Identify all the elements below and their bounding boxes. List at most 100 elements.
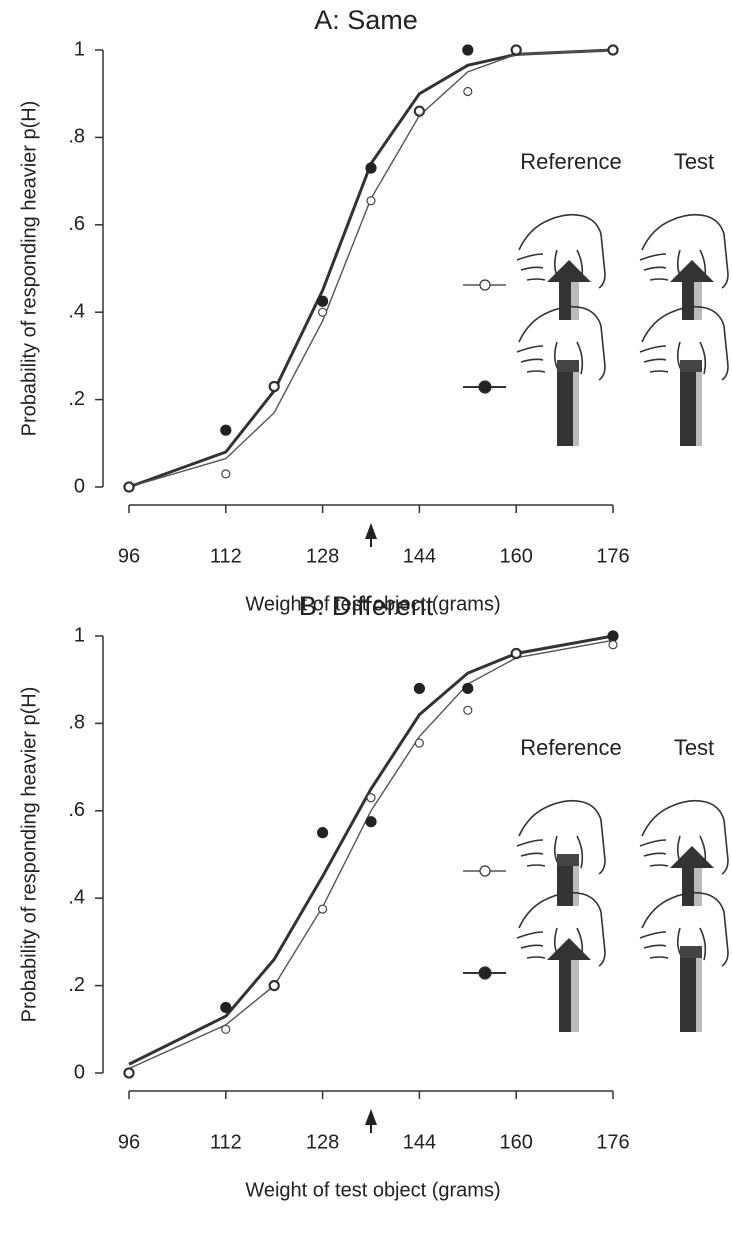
icon-shaft bbox=[682, 278, 694, 320]
icon-shaft bbox=[559, 956, 571, 1032]
data-point bbox=[366, 793, 376, 803]
legend-header: Reference bbox=[520, 149, 622, 174]
hand-sketch bbox=[516, 891, 606, 967]
x-tick-label: 160 bbox=[500, 545, 533, 567]
data-point bbox=[317, 827, 329, 839]
icon-cap bbox=[557, 360, 579, 372]
icon-shaft-shade bbox=[692, 370, 702, 446]
curve bbox=[128, 639, 614, 1070]
data-point bbox=[269, 980, 279, 991]
icon-shaft bbox=[559, 278, 571, 320]
y-tick-label: .6 bbox=[68, 799, 85, 821]
y-tick-label: 1 bbox=[74, 38, 85, 60]
hand-sketch bbox=[639, 799, 729, 875]
data-point bbox=[318, 307, 328, 317]
x-tick-label: 128 bbox=[306, 1131, 339, 1153]
y-tick-label: 0 bbox=[74, 1061, 85, 1083]
y-tick-label: .2 bbox=[68, 388, 85, 410]
legend-symbol bbox=[479, 865, 491, 877]
data-point bbox=[269, 381, 279, 392]
icon-cap bbox=[557, 854, 579, 866]
x-tick-label: 112 bbox=[210, 545, 242, 567]
data-point bbox=[365, 162, 377, 174]
icon-shaft-shade bbox=[692, 278, 702, 320]
icon-shaft bbox=[680, 946, 696, 1032]
data-point bbox=[124, 1068, 134, 1078]
x-tick-label: 112 bbox=[210, 1131, 242, 1153]
icon-shaft bbox=[557, 360, 573, 446]
icon-shaft-shade bbox=[569, 956, 579, 1032]
x-tick-label: 176 bbox=[596, 1131, 629, 1153]
x-tick-label: 128 bbox=[306, 545, 339, 567]
hand-sketch bbox=[639, 213, 729, 289]
x-tick-label: 144 bbox=[403, 545, 436, 567]
curve bbox=[128, 634, 614, 1066]
data-point bbox=[608, 640, 618, 650]
data-point bbox=[220, 424, 232, 436]
legend-header: Test bbox=[674, 735, 714, 760]
chart: A: Same Weight of test object (grams) Prob… bbox=[18, 5, 729, 615]
hand-sketch bbox=[516, 213, 606, 289]
y-tick-label: .2 bbox=[68, 974, 85, 996]
reference-marker-head bbox=[365, 523, 377, 539]
y-tick-label: 0 bbox=[74, 475, 85, 497]
icon-shaft bbox=[680, 360, 696, 446]
data-point bbox=[365, 816, 377, 828]
curve bbox=[128, 48, 614, 489]
hand-sketch bbox=[639, 891, 729, 967]
x-axis-label: Weight of test object (grams) bbox=[245, 593, 500, 615]
icon-shaft-shade bbox=[569, 370, 579, 446]
legend-symbol bbox=[478, 966, 492, 980]
hand-sketch bbox=[639, 305, 729, 381]
data-point bbox=[414, 106, 424, 116]
y-tick-label: 1 bbox=[74, 624, 85, 646]
icon-arrowhead bbox=[670, 846, 714, 868]
y-tick-label: .4 bbox=[68, 300, 85, 322]
y-tick-label: .8 bbox=[68, 712, 85, 734]
hand-sketch bbox=[516, 305, 606, 381]
data-point bbox=[366, 196, 376, 206]
data-point bbox=[413, 682, 425, 695]
chart-title: A: Same bbox=[314, 5, 418, 35]
data-point bbox=[608, 45, 618, 55]
icon-shaft-shade bbox=[569, 864, 579, 906]
data-point bbox=[318, 904, 328, 914]
data-point bbox=[462, 44, 474, 56]
icon-arrowhead bbox=[547, 938, 591, 960]
data-point bbox=[124, 482, 134, 492]
reference-marker-head bbox=[365, 1109, 377, 1125]
legend-symbol bbox=[478, 380, 492, 394]
x-tick-label: 144 bbox=[403, 1131, 436, 1153]
data-point bbox=[317, 295, 329, 307]
icon-cap bbox=[680, 360, 702, 372]
data-point bbox=[220, 1001, 232, 1014]
data-point bbox=[221, 469, 231, 479]
icon-arrowhead bbox=[670, 260, 714, 282]
icon-shaft bbox=[682, 864, 694, 906]
icon-arrowhead bbox=[547, 260, 591, 282]
legend-header: Reference bbox=[520, 735, 622, 760]
y-axis-label: Probability of responding heavier p(H) bbox=[18, 101, 40, 437]
data-point bbox=[462, 682, 474, 695]
x-axis-label: Weight of test object (grams) bbox=[245, 1179, 500, 1201]
x-tick-label: 160 bbox=[500, 1131, 533, 1153]
legend-symbol bbox=[479, 279, 491, 291]
icon-shaft-shade bbox=[692, 956, 702, 1032]
data-point bbox=[221, 1024, 231, 1034]
icon-shaft-shade bbox=[569, 278, 579, 320]
curve bbox=[128, 49, 614, 488]
data-point bbox=[463, 705, 473, 715]
x-tick-label: 96 bbox=[118, 1131, 140, 1153]
y-tick-label: .6 bbox=[68, 213, 85, 235]
hand-sketch bbox=[516, 799, 606, 875]
y-axis-label: Probability of responding heavier p(H) bbox=[18, 687, 40, 1023]
x-tick-label: 96 bbox=[118, 545, 140, 567]
data-point bbox=[463, 86, 473, 97]
chart-title: B: Different bbox=[299, 591, 434, 621]
x-tick-label: 176 bbox=[596, 545, 629, 567]
y-tick-label: .8 bbox=[68, 126, 85, 148]
icon-shaft-shade bbox=[692, 864, 702, 906]
